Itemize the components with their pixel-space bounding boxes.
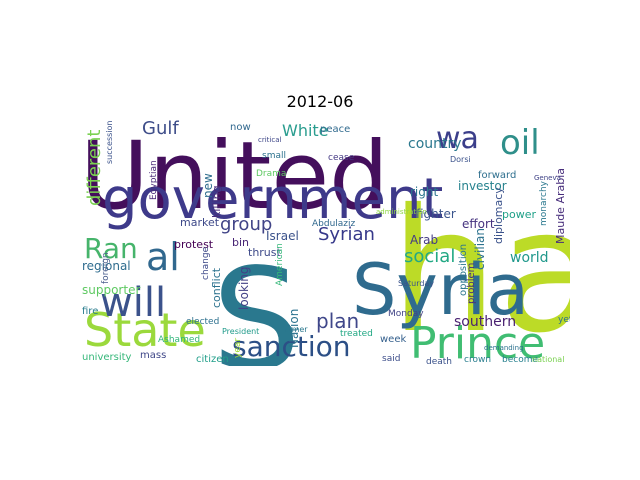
word-year: year	[233, 338, 243, 358]
word-now: now	[230, 122, 251, 133]
word-president: President	[222, 327, 259, 336]
word-prince: Prince	[410, 318, 545, 366]
word-syrian: Syrian	[318, 224, 375, 245]
word-wa: wa	[436, 121, 479, 156]
word-said: said	[382, 354, 400, 364]
word-arab: Arab	[410, 233, 438, 247]
word-state: State	[84, 303, 206, 357]
word-oil: oil	[500, 123, 540, 163]
word-sanction: sanction	[232, 330, 351, 363]
word-different: different	[84, 130, 105, 206]
word-critical: critical	[258, 136, 281, 144]
word-mass: mass	[140, 350, 166, 361]
word-investor: investor	[458, 179, 507, 193]
word-national: national	[532, 355, 564, 364]
word-diplomacy: diplomacy	[492, 187, 505, 244]
word-white: White	[282, 121, 329, 140]
word-crown: crown	[464, 355, 491, 365]
word-become: become	[502, 355, 538, 365]
word-problem: problem	[466, 263, 477, 304]
word-world: world	[510, 250, 549, 266]
word-civilian: civilian	[473, 228, 487, 270]
word-group: group	[220, 214, 272, 235]
word-government: government	[102, 167, 443, 232]
word-thrust: thrust	[248, 246, 282, 259]
word-country: country	[408, 136, 462, 152]
word-israel: Israel	[266, 229, 299, 243]
word-abdulaziz: Abdulaziz	[312, 219, 356, 229]
word-protest: protest	[174, 238, 214, 251]
word-bin: bin	[232, 236, 249, 249]
word-geneva: Geneva	[534, 174, 561, 182]
word-maude-arabia: Maude Arabia	[554, 168, 567, 244]
word-drama: Drama	[256, 169, 286, 179]
word-change: change	[201, 246, 211, 280]
word-conflict: conflict	[210, 267, 223, 308]
word-opposition: opposition	[458, 244, 469, 296]
word-monday: Monday	[388, 309, 424, 319]
word-effort: effort	[462, 217, 495, 231]
word-american: American	[275, 243, 285, 286]
word-fire: fire	[82, 306, 98, 317]
word-forward: forward	[478, 170, 516, 181]
word-peace: peace	[320, 124, 350, 135]
word-death: death	[426, 357, 452, 366]
word-egyptian: Egyptian	[149, 160, 159, 200]
word-foreign: foreign	[101, 252, 111, 284]
word-supporter: supporter	[82, 283, 140, 297]
word-new: new	[201, 173, 215, 198]
word-citizen: citizen	[196, 354, 229, 365]
word-ha: ha	[390, 173, 570, 366]
word-ran: Ran	[84, 232, 138, 265]
word-small: small	[262, 151, 286, 161]
word-s: S	[212, 239, 301, 366]
word-will: will	[100, 280, 166, 326]
word-regional: regional	[82, 259, 131, 273]
word-nation: Nation	[287, 309, 301, 348]
word-demanding: demanding	[484, 344, 524, 352]
word-al: al	[146, 235, 180, 279]
word-dorsi: Dorsi	[450, 155, 471, 164]
word-killing: killing	[210, 185, 223, 218]
word-monarchy: monarchy	[539, 180, 549, 226]
word-united: United	[80, 122, 389, 231]
word-palmer: Palmer	[280, 325, 308, 334]
word-saturday: Saturday	[398, 279, 434, 288]
word-syria: Syria	[352, 249, 529, 331]
word-cloud: United ha government Syria S Prince State will a…	[80, 118, 570, 366]
word-administration: administration	[376, 208, 427, 216]
word-treated: treated	[340, 329, 373, 339]
word-university: university	[82, 352, 132, 363]
word-week: week	[380, 334, 406, 345]
word-cease: cease	[328, 153, 355, 163]
word-ashamed: Ashamed	[158, 335, 200, 345]
word-right: right	[410, 185, 438, 199]
word-fighter: fighter	[416, 207, 456, 221]
word-gulf: Gulf	[142, 118, 179, 139]
word-succession: succession	[105, 121, 114, 164]
chart-title: 2012-06	[286, 92, 354, 111]
word-southern: southern	[454, 314, 516, 330]
word-power: power	[502, 208, 536, 221]
word-yet: yet	[558, 315, 570, 325]
word-elected: elected	[186, 317, 219, 327]
word-social: social	[404, 246, 455, 267]
word-market: market	[180, 216, 220, 229]
word-looking: looking	[237, 266, 251, 310]
word-plan: plan	[316, 309, 359, 333]
